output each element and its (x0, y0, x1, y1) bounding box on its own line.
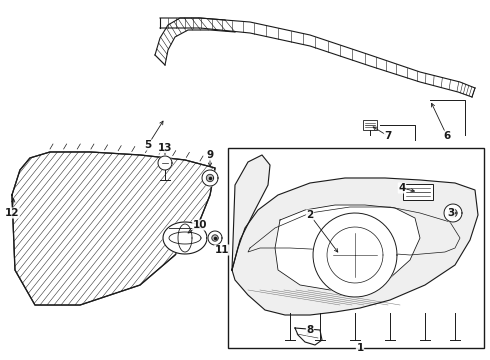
Text: 5: 5 (145, 140, 151, 150)
Polygon shape (212, 235, 218, 241)
Text: 3: 3 (447, 208, 455, 218)
Bar (363, 120, 377, 130)
Text: 6: 6 (443, 131, 451, 141)
Polygon shape (202, 170, 218, 186)
Text: 8: 8 (306, 325, 314, 335)
Polygon shape (163, 222, 207, 254)
Text: 7: 7 (384, 131, 392, 141)
Bar (403, 184, 433, 200)
Text: 9: 9 (206, 150, 214, 160)
Polygon shape (12, 152, 215, 305)
Text: 10: 10 (193, 220, 207, 230)
Polygon shape (232, 155, 270, 270)
Polygon shape (295, 328, 322, 345)
Polygon shape (158, 156, 172, 170)
Polygon shape (232, 178, 478, 315)
Text: 2: 2 (306, 210, 314, 220)
Polygon shape (449, 209, 457, 217)
Text: 12: 12 (5, 208, 19, 218)
Text: 11: 11 (215, 245, 229, 255)
Polygon shape (313, 213, 397, 297)
Text: 1: 1 (356, 343, 364, 353)
Text: 4: 4 (398, 183, 406, 193)
Polygon shape (444, 204, 462, 222)
Bar (228, 148, 484, 348)
Text: 13: 13 (158, 143, 172, 153)
Polygon shape (275, 205, 420, 290)
Polygon shape (208, 231, 222, 245)
Polygon shape (206, 174, 214, 181)
